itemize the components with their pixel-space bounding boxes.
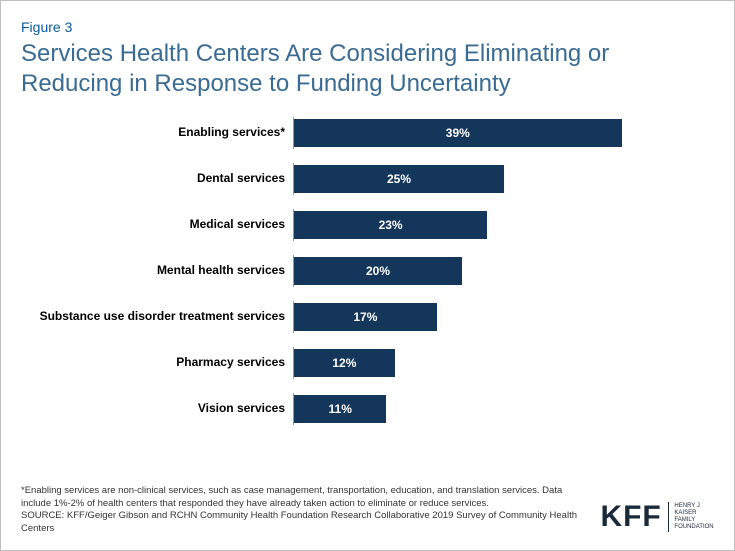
source-text: SOURCE: KFF/Geiger Gibson and RCHN Commu… xyxy=(21,510,588,536)
bar: 23% xyxy=(294,211,487,239)
bar-row: Medical services 23% xyxy=(21,209,714,241)
bar-row: Substance use disorder treatment service… xyxy=(21,301,714,333)
bar-value-label: 39% xyxy=(446,126,470,140)
bar-chart: Enabling services* 39% Dental services 25% M… xyxy=(21,117,714,485)
logo-separator xyxy=(668,502,669,532)
bar-track: 17% xyxy=(293,301,714,333)
category-label: Dental services xyxy=(21,172,293,186)
footnote-block: *Enabling services are non-clinical serv… xyxy=(21,485,588,536)
bar-row: Enabling services* 39% xyxy=(21,117,714,149)
bar: 25% xyxy=(294,165,504,193)
bar-row: Dental services 25% xyxy=(21,163,714,195)
logo-text-small: HENRY J KAISER FAMILY FOUNDATION xyxy=(674,503,714,531)
chart-title: Services Health Centers Are Considering … xyxy=(21,39,714,99)
bar: 39% xyxy=(294,119,622,147)
bar: 12% xyxy=(294,349,395,377)
bar-track: 25% xyxy=(293,163,714,195)
footnote-text: *Enabling services are non-clinical serv… xyxy=(21,485,588,511)
category-label: Medical services xyxy=(21,218,293,232)
bar-row: Mental health services 20% xyxy=(21,255,714,287)
bar-value-label: 20% xyxy=(366,264,390,278)
bar: 20% xyxy=(294,257,462,285)
figure-footer: *Enabling services are non-clinical serv… xyxy=(21,485,714,536)
figure-label: Figure 3 xyxy=(21,19,714,35)
bar-track: 39% xyxy=(293,117,714,149)
category-label: Mental health services xyxy=(21,264,293,278)
kff-logo: KFF HENRY J KAISER FAMILY FOUNDATION xyxy=(600,500,714,536)
category-label: Pharmacy services xyxy=(21,356,293,370)
bar-track: 23% xyxy=(293,209,714,241)
bar-value-label: 17% xyxy=(353,310,377,324)
bar-row: Vision services 11% xyxy=(21,393,714,425)
figure-card: Figure 3 Services Health Centers Are Con… xyxy=(0,0,735,551)
bar-track: 20% xyxy=(293,255,714,287)
bar: 11% xyxy=(294,395,386,423)
logo-text-big: KFF xyxy=(600,500,661,534)
bar-track: 11% xyxy=(293,393,714,425)
bar-row: Pharmacy services 12% xyxy=(21,347,714,379)
bar-value-label: 11% xyxy=(329,402,352,416)
bar-track: 12% xyxy=(293,347,714,379)
bar-value-label: 23% xyxy=(379,218,403,232)
bar: 17% xyxy=(294,303,437,331)
bar-value-label: 12% xyxy=(332,356,356,370)
category-label: Substance use disorder treatment service… xyxy=(21,310,293,324)
category-label: Vision services xyxy=(21,402,293,416)
bar-value-label: 25% xyxy=(387,172,411,186)
category-label: Enabling services* xyxy=(21,126,293,140)
